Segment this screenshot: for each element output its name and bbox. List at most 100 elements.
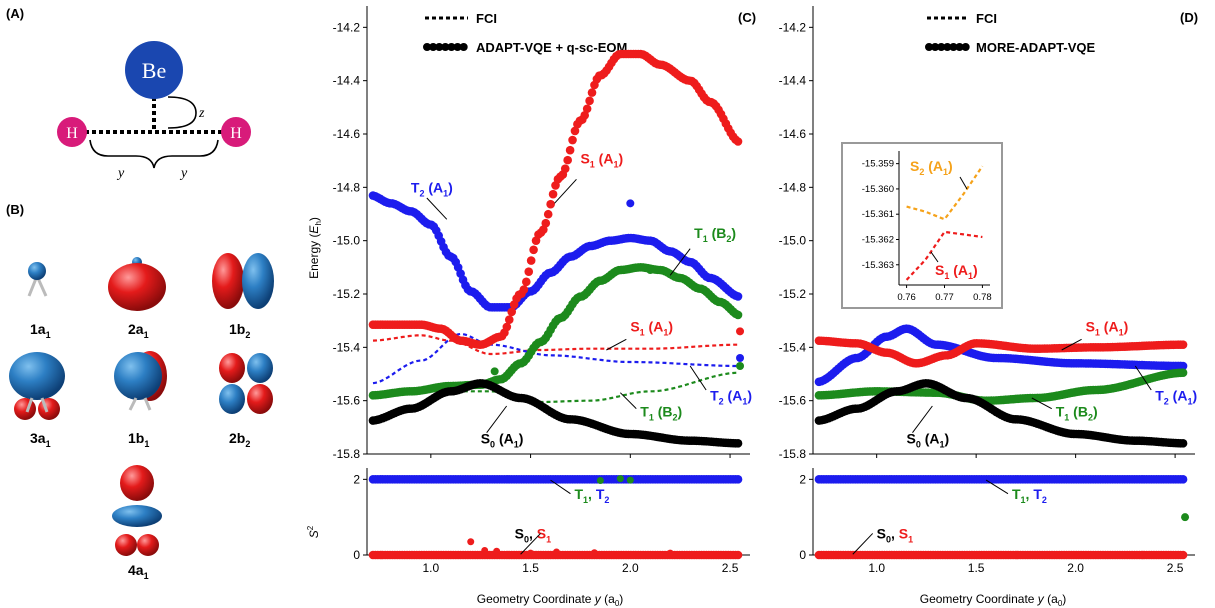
orbital-label-1b1: 1b1 (128, 430, 149, 449)
s2-axis-label: S2 (306, 525, 321, 538)
s2-leader (985, 479, 1009, 495)
orbital-1a1 (27, 262, 48, 297)
energy-axis-label: Energy (Eh) (307, 217, 323, 279)
s2-label-0: T1, T2 (574, 486, 609, 505)
s2-leader (852, 533, 874, 555)
y-tick-label: -15.4 (779, 340, 807, 354)
orbital-label-2a1: 2a1 (128, 321, 149, 340)
fci-t1-line (373, 371, 739, 404)
series-s1-point (587, 88, 597, 97)
inset-s1-line (905, 230, 983, 281)
series-s1-point (541, 218, 551, 228)
y-tick-label: -15.8 (779, 447, 807, 461)
s2-tick-label: 2 (353, 472, 360, 486)
h-atom-right-label: H (230, 125, 242, 142)
annotation-leader (912, 405, 933, 433)
inset-y-tick-label: -15.359 (862, 159, 894, 170)
series-t1-point (733, 310, 743, 320)
orbital-label-3a1: 3a1 (30, 430, 51, 449)
orbital-3a1 (9, 352, 65, 420)
annotation-leader (669, 248, 691, 276)
legend-c: FCI ADAPT-VQE + q-sc-EOM (423, 11, 627, 55)
series-s1-point (568, 135, 577, 145)
s2-tick-label: 0 (353, 548, 360, 562)
series-s0-point (1178, 439, 1188, 448)
annotation-t1-4: T1 (B2) (640, 404, 682, 423)
series-s1-point (565, 145, 575, 155)
y-tick-label: -15.0 (333, 234, 361, 248)
y-tick-label: -15.2 (333, 287, 361, 301)
inset-y-tick-label: -15.362 (862, 234, 894, 245)
x-axis-label-d: Geometry Coordinate y (a0) (920, 592, 1067, 608)
x-tick-label: 1.0 (422, 561, 439, 575)
annotation-t2-2: T2 (A1) (1155, 388, 1197, 407)
be-atom (125, 41, 183, 99)
annotation-s0-3: S0 (A1) (907, 430, 950, 449)
series-t2-point (733, 292, 743, 301)
fci-s1-line (372, 334, 738, 356)
series-s1-point (539, 225, 548, 234)
annotation-leader (486, 405, 508, 433)
series-s1-point (519, 285, 529, 294)
y-tick-label: -14.4 (779, 74, 807, 88)
orbital-label-1b2: 1b2 (229, 321, 250, 340)
x-tick-label: 1.0 (868, 561, 885, 575)
legend-fci-label: FCI (476, 11, 497, 26)
x-tick-label: 2.5 (1167, 561, 1184, 575)
orbital-2b2 (219, 353, 273, 414)
annotation-s1-3: S1 (A1) (630, 318, 673, 337)
series-s0-point (733, 439, 743, 448)
series-s1-point (570, 126, 580, 136)
orbital-4a1 (112, 465, 162, 556)
y-tick-label: -14.4 (333, 74, 361, 88)
s2-noise-point (666, 549, 674, 557)
s2-noise-point (527, 549, 535, 557)
inset-plot: -15.359 -15.360 -15.361 -15.362 -15.363 0.76 0… (841, 142, 1003, 309)
outlier-point (490, 367, 499, 376)
inset-leader (959, 176, 968, 190)
annotation-t2-0: T2 (A1) (411, 180, 453, 199)
s2-noise-point (596, 476, 604, 484)
s2-leader (520, 533, 541, 555)
x-tick-label: 1.5 (968, 561, 985, 575)
s2-noise-point (553, 548, 561, 556)
legend-method-label-d: MORE-ADAPT-VQE (976, 40, 1096, 55)
panel-label-d: (D) (1180, 10, 1198, 25)
outlier-point (736, 327, 745, 336)
series-s1-point (1178, 340, 1188, 349)
legend-fci-label-d: FCI (976, 11, 997, 26)
annotation-leader (1134, 365, 1152, 391)
series-s1-point (504, 315, 514, 324)
series-s1-point (502, 322, 512, 332)
s2-noise-point (467, 538, 475, 546)
y-tick-label: -14.2 (779, 20, 807, 34)
series-t2 (368, 191, 743, 312)
annotation-s1-1: S1 (A1) (580, 150, 623, 169)
series-s1-point (529, 245, 538, 255)
outlier-point (626, 199, 635, 208)
legend-d: FCI MORE-ADAPT-VQE (925, 11, 1096, 55)
series-t2-point (1178, 361, 1188, 371)
series-t1-point (1178, 368, 1188, 377)
orbital-2a1 (108, 257, 166, 311)
s2-tick-label: 2 (799, 472, 806, 486)
s2-label-1: S0, S1 (877, 526, 914, 545)
legend-method-label: ADAPT-VQE + q-sc-EOM (476, 40, 627, 55)
inset-x-tick-label: 0.78 (973, 292, 992, 303)
annotation-leader (554, 178, 577, 204)
orbital-label-4a1: 4a1 (128, 562, 149, 581)
s2-leader (550, 479, 571, 495)
s2-noise-point (493, 547, 501, 555)
inset-y-tick-label: -15.361 (862, 209, 894, 220)
annotation-s0-6: S0 (A1) (481, 430, 524, 449)
series-s1-point (546, 199, 555, 209)
s2-triplet-point (1178, 475, 1188, 484)
series-s1-point (548, 189, 558, 199)
series-s1-point (582, 104, 592, 114)
y-tick-label: -15.0 (779, 234, 807, 248)
y-tick-label: -14.6 (333, 127, 361, 141)
h-atom-left-label: H (66, 125, 78, 142)
series-s1-point (560, 164, 570, 173)
x-tick-label: 2.0 (622, 561, 639, 575)
